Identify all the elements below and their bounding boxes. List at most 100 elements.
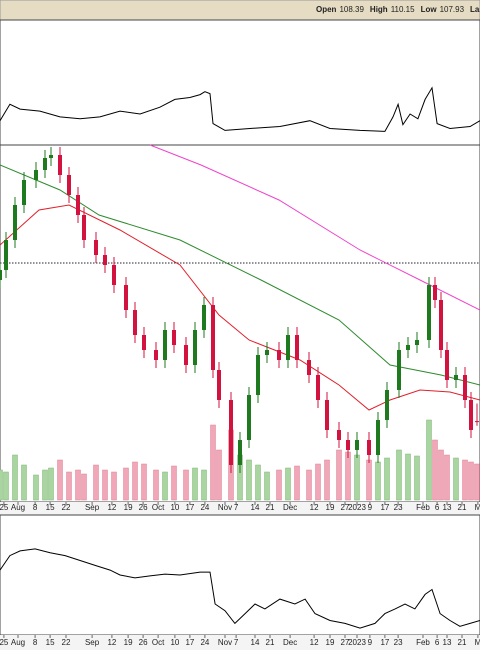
x-tick-label: 22 (62, 638, 71, 647)
x-tick-label: 17 (185, 638, 194, 647)
indicator-panel (0, 19, 480, 146)
x-tick-label: 15 (46, 638, 55, 647)
x-tick-label: 27 (341, 638, 350, 647)
volume-bar (453, 457, 459, 501)
candle-body (163, 330, 167, 360)
volume-bar (384, 457, 390, 501)
candle-body (142, 335, 146, 350)
volume-bar (306, 469, 312, 501)
volume-bar (276, 469, 282, 501)
volume-bar (162, 471, 168, 501)
moving-average (0, 164, 480, 386)
candle-body (256, 355, 260, 395)
volume-bar (315, 463, 321, 501)
candle-body (355, 440, 359, 450)
x-tick-label: 21 (458, 503, 467, 512)
volume-bar (66, 471, 72, 501)
x-tick-label: M (475, 638, 480, 647)
candle-body (58, 155, 62, 175)
x-tick-label: 7 (234, 503, 239, 512)
volume-bar (12, 454, 18, 501)
candle-body (154, 350, 158, 360)
candle-body (76, 195, 80, 215)
volume-bar (444, 454, 450, 501)
header-value: 107.93 (440, 5, 465, 14)
x-tick-label: 10 (170, 503, 179, 512)
x-tick-label: Aug (11, 503, 25, 512)
volume-bar (48, 467, 54, 501)
x-tick-label: Sep (85, 503, 100, 512)
candle-body (133, 310, 137, 335)
candle-body (337, 430, 341, 440)
x-tick-label: 17 (185, 503, 194, 512)
candle-body (112, 265, 116, 285)
volume-bar (375, 461, 381, 501)
volume-bar (102, 469, 108, 501)
x-tick-label: Aug (11, 638, 25, 647)
x-tick-label: 7 (234, 638, 239, 647)
candle-body (124, 285, 128, 310)
candle-body (286, 335, 290, 360)
candle-body (193, 330, 197, 365)
candle-body (397, 350, 401, 390)
candle-body (94, 240, 98, 255)
volume-bar (474, 463, 480, 501)
candle-body (445, 350, 449, 380)
candle-body (295, 335, 299, 360)
x-tick-label: 21 (266, 638, 275, 647)
candle-body (376, 420, 380, 455)
volume-bar (141, 463, 147, 501)
volume-bar (438, 449, 444, 501)
header-label: Open (316, 5, 337, 14)
candle-body (184, 345, 188, 365)
candle-body (217, 370, 221, 400)
volume-bar (426, 419, 432, 501)
volume-bar (201, 469, 207, 501)
x-tick-label: 12 (107, 638, 116, 647)
candle-body (406, 345, 410, 350)
candle-body (211, 305, 215, 370)
x-tick-label: 21 (458, 638, 467, 647)
volume-bar (285, 467, 291, 501)
x-tick-label: 12 (310, 503, 319, 512)
volume-bar (396, 449, 402, 501)
candle-body (229, 400, 233, 465)
candle-body (34, 170, 38, 180)
x-tick-label: 26 (139, 638, 148, 647)
x-tick-label: 27 (341, 503, 350, 512)
x-tick-label: Oct (152, 503, 165, 512)
volume-bar (414, 455, 420, 501)
candle-body (82, 215, 86, 240)
candle-body (172, 330, 176, 345)
volume-bar (366, 459, 372, 501)
candle-body (475, 421, 479, 423)
x-tick-label: 17 (380, 638, 389, 647)
x-tick-label: 8 (33, 503, 38, 512)
candle-body (13, 205, 17, 240)
volume-bar (57, 459, 63, 501)
x-tick-label: 15 (46, 503, 55, 512)
candle-body (385, 390, 389, 420)
volume-bar (42, 469, 48, 501)
x-tick-label: 22 (62, 503, 71, 512)
x-tick-label: 24 (200, 503, 209, 512)
volume-bar (33, 474, 39, 501)
candle-body (277, 350, 281, 360)
volume-bar (171, 465, 177, 501)
candle-body (43, 158, 47, 170)
x-tick-label: 19 (124, 638, 133, 647)
candle-body (49, 155, 53, 158)
header-label: Low (421, 5, 438, 14)
volume-bar (210, 424, 216, 501)
candle-body (4, 240, 8, 270)
x-tick-label: 6 (435, 638, 440, 647)
volume-bar (336, 449, 342, 501)
x-tick-label: 10 (170, 638, 179, 647)
volume-bar (432, 439, 438, 501)
header-label: High (370, 5, 388, 14)
candle-body (202, 305, 206, 330)
x-tick-label: 14 (251, 638, 260, 647)
x-tick-label: 23 (394, 503, 403, 512)
candle-body (325, 400, 329, 430)
